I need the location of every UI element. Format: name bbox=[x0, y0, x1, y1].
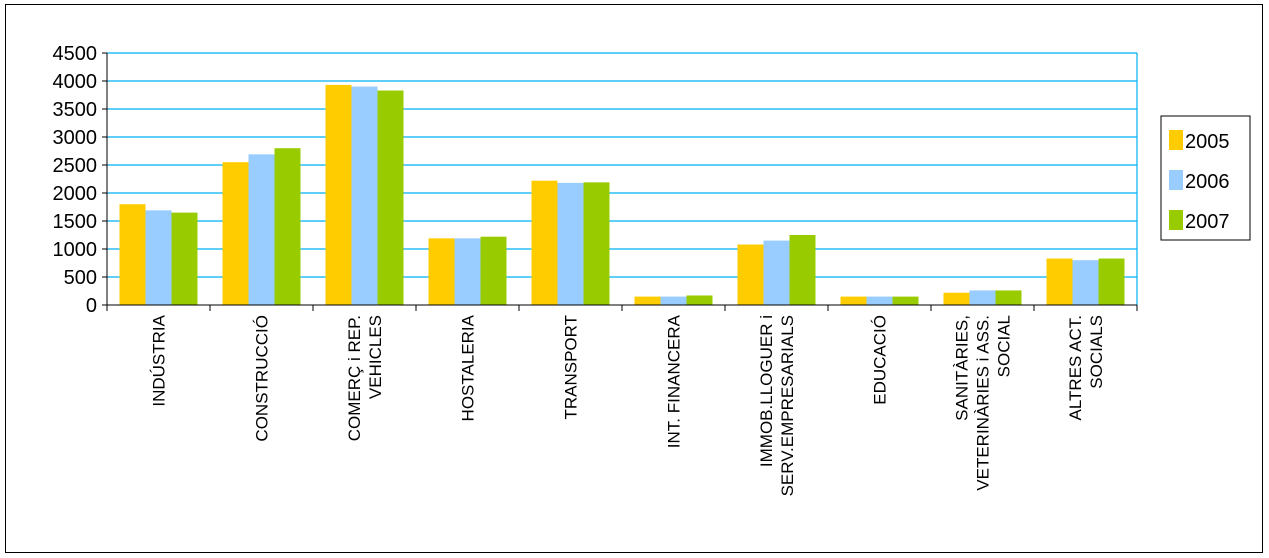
bar-2006-2 bbox=[351, 86, 378, 305]
category-label-line: SERV.EMPRESARIALS bbox=[778, 315, 797, 496]
y-tick-label-3500: 3500 bbox=[53, 99, 98, 121]
category-label-2: COMERÇ i REP. VEHICLES bbox=[345, 315, 385, 441]
category-label-1: CONSTRUCCIÓ bbox=[253, 315, 272, 442]
y-axis-ticks: 0 500 1000 1500 2000 2500 3000 3500 4000 4500 bbox=[53, 43, 107, 317]
legend-swatch-2005 bbox=[1169, 130, 1183, 150]
bar-2007-9 bbox=[1098, 258, 1125, 305]
category-label-line: INT. FINANCERA bbox=[665, 314, 684, 448]
category-label-line: ALTRES ACT. bbox=[1066, 315, 1085, 421]
y-tick-label-0: 0 bbox=[86, 295, 97, 317]
bar-2006-5 bbox=[660, 296, 687, 305]
category-label-0: INDÚSTRIA bbox=[150, 314, 169, 406]
y-tick-label-2500: 2500 bbox=[53, 155, 98, 177]
bar-2006-1 bbox=[248, 154, 275, 305]
category-label-8: SANITÀRIES, VETERINÀRIES i ASS. SOCIAL bbox=[953, 315, 1014, 491]
bar-2007-3 bbox=[480, 236, 507, 305]
bar-2005-5 bbox=[634, 296, 661, 305]
legend-label-2006: 2006 bbox=[1185, 171, 1230, 193]
category-label-line: COMERÇ i REP. bbox=[345, 315, 364, 441]
bar-2005-2 bbox=[325, 84, 352, 305]
legend-label-2007: 2007 bbox=[1185, 211, 1230, 233]
x-axis-labels: INDÚSTRIA CONSTRUCCIÓ COMERÇ i REP. VEHICLE… bbox=[150, 314, 1107, 496]
y-tick-label-500: 500 bbox=[64, 267, 97, 289]
bar-2005-3 bbox=[428, 238, 455, 305]
bar-2007-1 bbox=[274, 148, 301, 305]
category-label-line: VEHICLES bbox=[366, 315, 385, 399]
category-label-line: SOCIAL bbox=[995, 315, 1014, 377]
bar-2007-7 bbox=[892, 296, 919, 305]
y-tick-label-4000: 4000 bbox=[53, 71, 98, 93]
bar-2005-4 bbox=[531, 180, 558, 305]
legend-label-2005: 2005 bbox=[1185, 131, 1230, 153]
bar-2007-2 bbox=[377, 90, 404, 306]
bar-2005-6 bbox=[737, 244, 764, 305]
legend-swatch-2006 bbox=[1169, 170, 1183, 190]
category-label-line: INDÚSTRIA bbox=[150, 314, 169, 406]
bar-2006-8 bbox=[969, 290, 996, 305]
category-label-line: EDUCACIÓ bbox=[871, 315, 890, 405]
bar-2007-5 bbox=[686, 295, 713, 305]
y-tick-label-4500: 4500 bbox=[53, 43, 98, 65]
bar-2005-7 bbox=[840, 296, 867, 305]
category-label-6: IMMOB.LLOGUER i SERV.EMPRESARIALS bbox=[757, 315, 797, 496]
category-label-line: CONSTRUCCIÓ bbox=[253, 315, 272, 442]
category-label-line: TRANSPORT bbox=[562, 315, 581, 420]
category-label-line: SOCIALS bbox=[1087, 315, 1106, 389]
category-label-7: EDUCACIÓ bbox=[871, 315, 890, 405]
bar-2006-0 bbox=[145, 210, 172, 305]
legend-swatch-2007 bbox=[1169, 210, 1183, 230]
y-tick-label-2000: 2000 bbox=[53, 183, 98, 205]
bar-2006-6 bbox=[763, 240, 790, 305]
category-label-line: HOSTALERIA bbox=[459, 314, 478, 421]
bar-2006-7 bbox=[866, 296, 893, 305]
bar-2005-0 bbox=[119, 204, 146, 305]
category-label-line: VETERINÀRIES i ASS. bbox=[974, 315, 993, 491]
bar-2005-1 bbox=[222, 162, 249, 305]
bar-2006-9 bbox=[1072, 260, 1099, 305]
bar-2005-8 bbox=[943, 292, 970, 305]
bar-2007-4 bbox=[583, 182, 610, 305]
bar-2007-6 bbox=[789, 235, 816, 305]
category-label-4: TRANSPORT bbox=[562, 315, 581, 420]
bar-2006-3 bbox=[454, 238, 481, 305]
category-label-5: INT. FINANCERA bbox=[665, 314, 684, 448]
bars bbox=[119, 84, 1125, 306]
y-tick-label-3000: 3000 bbox=[53, 127, 98, 149]
legend: 2005 2006 2007 bbox=[1160, 115, 1251, 241]
y-tick-label-1500: 1500 bbox=[53, 211, 98, 233]
category-label-line: SANITÀRIES, bbox=[953, 315, 972, 421]
bar-2006-4 bbox=[557, 182, 584, 305]
axes bbox=[106, 53, 1138, 311]
bar-2005-9 bbox=[1046, 258, 1073, 305]
bar-2007-0 bbox=[171, 212, 198, 305]
y-tick-label-1000: 1000 bbox=[53, 239, 98, 261]
bar-2007-8 bbox=[995, 290, 1022, 305]
category-label-3: HOSTALERIA bbox=[459, 314, 478, 421]
category-label-line: IMMOB.LLOGUER i bbox=[757, 315, 776, 467]
category-label-9: ALTRES ACT. SOCIALS bbox=[1066, 315, 1106, 421]
